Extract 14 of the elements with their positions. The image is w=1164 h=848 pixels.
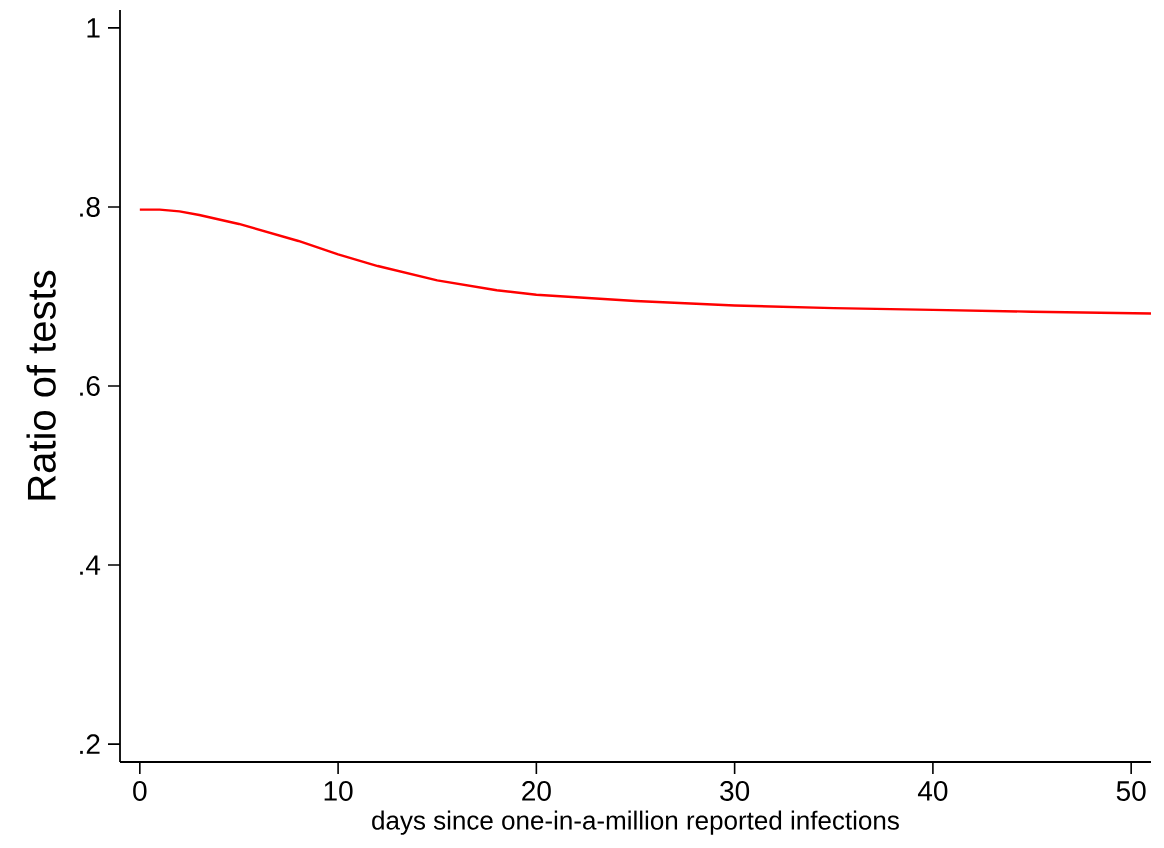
x-tick-label: 0	[133, 781, 147, 801]
x-tick-label: 20	[522, 781, 551, 801]
y-tick-label: .4	[80, 555, 101, 575]
y-tick-label: 1	[87, 18, 100, 38]
y-tick-label: .6	[80, 376, 100, 396]
x-tick-label: 10	[324, 781, 353, 801]
x-axis-title: days since one-in-a-million reported infections	[372, 810, 899, 835]
x-tick-label: 40	[917, 781, 948, 801]
line-series	[138, 208, 1151, 315]
y-tick-label: .8	[80, 197, 100, 217]
y-tick-label: .2	[80, 734, 100, 754]
y-axis-title: Ratio of tests	[26, 270, 56, 500]
x-tick-label: 50	[1116, 781, 1146, 801]
x-tick-label: 30	[720, 781, 750, 801]
